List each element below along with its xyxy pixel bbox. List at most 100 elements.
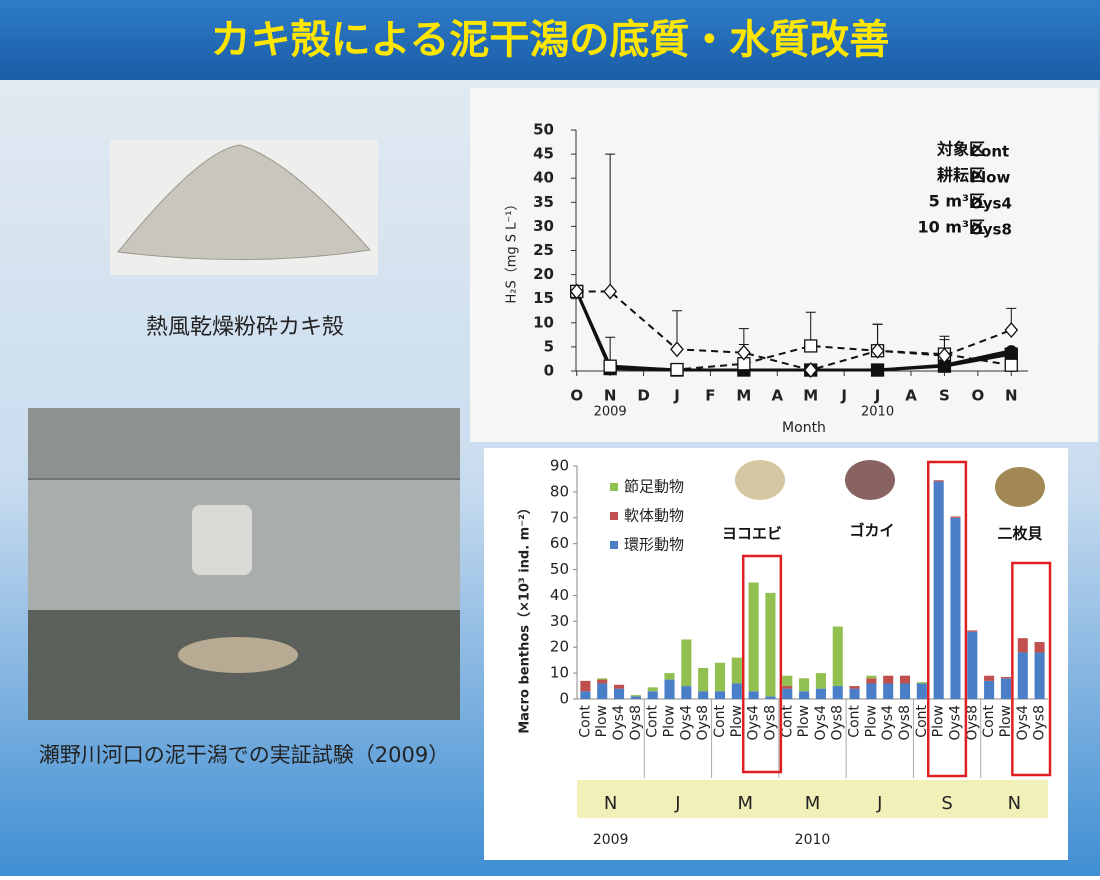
bar-segment bbox=[714, 662, 726, 692]
bar-segment bbox=[614, 688, 625, 699]
x-tick-label: Cont bbox=[577, 704, 593, 737]
y-tick-label: 35 bbox=[533, 193, 554, 211]
x-tick-label: Plow bbox=[796, 705, 812, 737]
x-tick-label: Oys4 bbox=[813, 705, 829, 741]
y-tick-label: 25 bbox=[533, 241, 554, 259]
annotation: 二枚貝 bbox=[997, 525, 1042, 543]
y-tick-label: 45 bbox=[533, 145, 554, 163]
x-tick-label: F bbox=[705, 387, 715, 405]
x-tick-label: Cont bbox=[914, 704, 930, 737]
bar-segment bbox=[681, 639, 692, 687]
y-tick-label: 0 bbox=[559, 690, 569, 708]
marker bbox=[670, 341, 684, 358]
bar-segment bbox=[782, 675, 793, 687]
group-label: S bbox=[941, 793, 952, 814]
bar-segment bbox=[597, 679, 608, 684]
marker bbox=[871, 364, 884, 376]
bar-segment bbox=[765, 592, 776, 697]
bar-segment bbox=[630, 696, 641, 699]
bar-segment bbox=[883, 675, 894, 684]
group-label: M bbox=[737, 793, 753, 814]
x-tick-label: A bbox=[771, 387, 783, 405]
y-tick-label: 15 bbox=[533, 289, 554, 307]
legend-label: 耕耘区 bbox=[937, 166, 985, 185]
bar-segment bbox=[664, 673, 675, 680]
group-label: N bbox=[604, 793, 617, 814]
highlight-box bbox=[741, 554, 783, 774]
marker bbox=[569, 283, 584, 300]
x-tick-label: Oys8 bbox=[897, 705, 913, 741]
marker bbox=[870, 342, 885, 359]
annotation: ヨコエビ bbox=[722, 525, 782, 543]
x-tick-label: N bbox=[604, 387, 617, 405]
year-label: 2010 bbox=[795, 832, 831, 848]
y-tick-label: 70 bbox=[550, 508, 569, 526]
x-tick-label: Plow bbox=[931, 705, 947, 737]
bar-segment bbox=[664, 679, 675, 699]
marker bbox=[1004, 322, 1019, 339]
legend-label: 10 m³区 bbox=[917, 218, 985, 237]
bar-segment bbox=[731, 683, 742, 699]
bar-segment bbox=[748, 691, 759, 699]
legend-name: Oys8 bbox=[970, 221, 1012, 239]
x-tick-label: M bbox=[803, 387, 818, 405]
legend-swatch bbox=[610, 512, 618, 520]
error-bar bbox=[605, 153, 616, 292]
x-tick-label: Oys4 bbox=[880, 705, 896, 741]
x-tick-label: Plow bbox=[662, 705, 678, 737]
bar-segment bbox=[866, 683, 877, 699]
bar-segment bbox=[883, 683, 894, 699]
x-tick-label: Cont bbox=[779, 704, 795, 737]
bar-segment bbox=[832, 686, 843, 699]
x-tick-label: Oys8 bbox=[628, 705, 644, 741]
photo-shore bbox=[28, 408, 460, 478]
x-tick-label: Oys4 bbox=[947, 705, 963, 741]
group-label: M bbox=[805, 793, 821, 814]
marker bbox=[803, 362, 818, 379]
bar-segment bbox=[698, 667, 709, 692]
bar-segment bbox=[967, 630, 978, 632]
legend-label: 対象区 bbox=[936, 140, 985, 159]
group-label: J bbox=[876, 793, 882, 814]
bar-segment bbox=[580, 691, 591, 699]
bar-segment bbox=[597, 678, 608, 680]
photo-bag bbox=[192, 505, 252, 575]
bar-segment bbox=[950, 516, 961, 518]
legend-swatch bbox=[610, 483, 618, 491]
bar-segment bbox=[933, 480, 944, 482]
x-tick-label: M bbox=[736, 387, 751, 405]
y-tick-label: 5 bbox=[544, 337, 554, 355]
bar-segment bbox=[849, 688, 860, 699]
y-tick-label: 10 bbox=[533, 313, 554, 331]
x-tick-label: N bbox=[1005, 387, 1018, 405]
x-tick-label: Oys8 bbox=[1032, 705, 1048, 741]
bar-segment bbox=[731, 657, 742, 684]
bar-segment bbox=[647, 687, 658, 692]
x-tick-label: Cont bbox=[847, 704, 863, 737]
highlight-box bbox=[1011, 561, 1052, 777]
y-tick-label: 40 bbox=[550, 586, 569, 604]
y-tick-label: 20 bbox=[533, 265, 554, 283]
animal-image bbox=[735, 460, 785, 500]
marker bbox=[603, 283, 617, 300]
legend-label: 軟体動物 bbox=[624, 507, 684, 525]
annotation: ゴカイ bbox=[849, 522, 894, 540]
y-tick-label: 0 bbox=[544, 362, 554, 380]
bar-segment bbox=[765, 696, 776, 699]
caption: 瀬野川河口の泥干潟での実証試験（2009） bbox=[39, 743, 449, 767]
bar-segment bbox=[849, 686, 860, 689]
bar-segment bbox=[916, 683, 927, 699]
x-axis-label: Month bbox=[782, 420, 826, 436]
bar-segment bbox=[967, 631, 978, 699]
title-bar bbox=[0, 0, 1100, 80]
bar-segment bbox=[647, 691, 658, 699]
x-tick-label: Oys4 bbox=[611, 705, 627, 741]
marker bbox=[804, 339, 818, 353]
slide-title: カキ殻による泥干潟の底質・水質改善 bbox=[211, 17, 890, 63]
marker bbox=[1004, 358, 1018, 372]
photo-shell-heap bbox=[178, 637, 298, 673]
x-tick-label: J bbox=[840, 387, 847, 405]
bar-segment bbox=[1000, 678, 1011, 699]
marker bbox=[603, 359, 617, 373]
bar-segment bbox=[984, 680, 995, 699]
